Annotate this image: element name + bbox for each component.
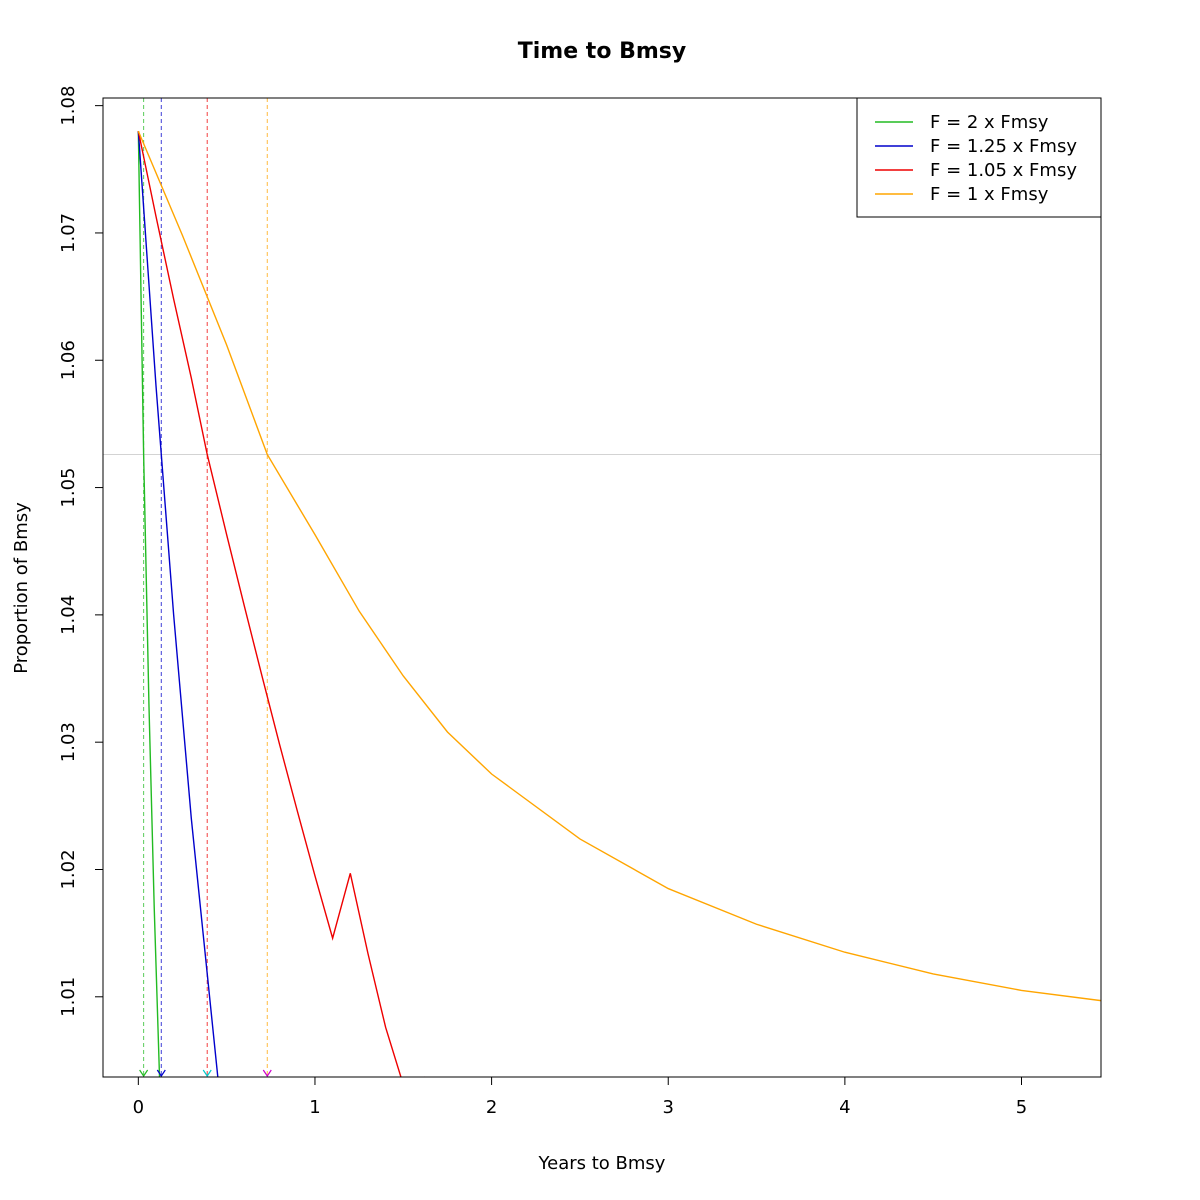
y-tick-label-6: 1.07 — [58, 213, 79, 253]
marker-series-2 — [156, 1069, 166, 1078]
marker-series-4 — [262, 1069, 272, 1078]
series-line-4 — [137, 130, 1101, 1002]
y-tick-label-5: 1.06 — [58, 340, 79, 380]
plot-area — [103, 98, 1101, 1077]
marker-series-1 — [139, 1069, 149, 1078]
legend-box — [856, 97, 1102, 218]
series-line-1 — [137, 131, 161, 1077]
legend-label-4: F = 1 x Fmsy — [930, 184, 1049, 205]
x-tick-label-2: 2 — [486, 1097, 497, 1118]
y-tick-label-3: 1.04 — [58, 595, 79, 635]
legend-label-1: F = 2 x Fmsy — [930, 112, 1049, 133]
x-tick-label-5: 5 — [1016, 1097, 1027, 1118]
x-tick-label-3: 3 — [663, 1097, 674, 1118]
legend: F = 2 x Fmsy F = 1.25 x Fmsy F = 1.05 x Fm… — [856, 97, 1102, 218]
y-tick-label-1: 1.02 — [58, 849, 79, 889]
x-axis-label: Years to Bmsy — [538, 1153, 666, 1174]
x-tick-label-4: 4 — [839, 1097, 850, 1118]
axes: 0 1 2 3 4 5 1.01 1.02 1.03 1.04 1.05 1.06 1.07 1.08 — [58, 86, 1102, 1118]
marker-series-3 — [202, 1069, 212, 1078]
chart-title: Time to Bmsy — [518, 39, 686, 64]
legend-label-3: F = 1.05 x Fmsy — [930, 160, 1077, 181]
y-tick-label-0: 1.01 — [58, 977, 79, 1017]
y-tick-label-7: 1.08 — [58, 86, 79, 126]
plot-frame — [102, 97, 1102, 1078]
y-tick-label-2: 1.03 — [58, 722, 79, 762]
y-tick-label-4: 1.05 — [58, 468, 79, 508]
series-line-3 — [137, 130, 425, 1077]
x-tick-label-0: 0 — [133, 1097, 144, 1118]
legend-label-2: F = 1.25 x Fmsy — [930, 136, 1077, 157]
series-line-2 — [137, 131, 219, 1077]
x-tick-label-1: 1 — [309, 1097, 320, 1118]
y-axis-label: Proportion of Bmsy — [11, 502, 32, 674]
